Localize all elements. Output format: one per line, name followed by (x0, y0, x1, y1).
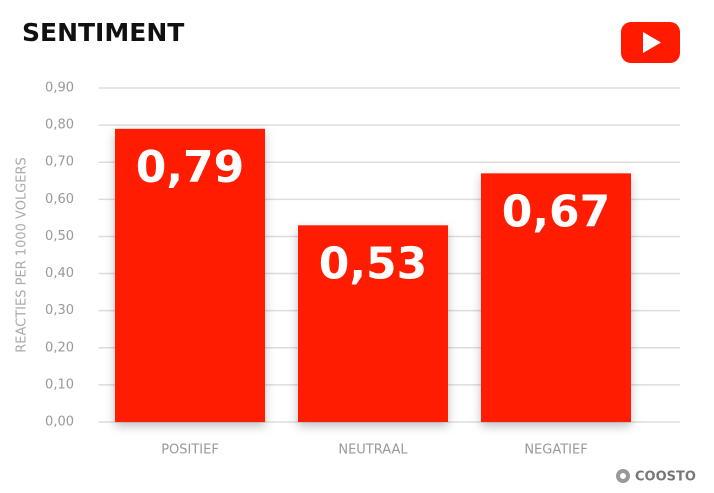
value-label: 0,53 (319, 238, 428, 289)
youtube-icon (621, 22, 680, 63)
y-tick-label: 0,60 (45, 192, 74, 207)
x-tick-label: NEUTRAAL (338, 443, 408, 458)
y-tick-label: 0,30 (45, 303, 74, 318)
y-tick-label: 0,50 (45, 229, 74, 244)
y-axis-label: REACTIES PER 1000 VOLGERS (15, 157, 30, 353)
y-tick-label: 0,20 (45, 340, 74, 355)
y-tick-label: 0,10 (45, 377, 74, 392)
x-tick-label: NEGATIEF (524, 443, 587, 458)
chart-title: SENTIMENT (22, 18, 184, 47)
y-tick-label: 0,40 (45, 266, 74, 281)
y-tick-label: 0,80 (45, 118, 74, 133)
brand-name: COOSTO (635, 470, 696, 485)
y-tick-label: 0,70 (45, 155, 74, 170)
bar (481, 173, 631, 422)
y-tick-label: 0,00 (45, 415, 74, 430)
x-tick-label: POSITIEF (161, 443, 219, 458)
bar (298, 225, 448, 422)
brand-logo: COOSTO (616, 469, 696, 485)
value-label: 0,67 (502, 186, 611, 237)
y-tick-label: 0,90 (45, 81, 74, 96)
value-label: 0,79 (136, 142, 245, 193)
bar (115, 128, 265, 423)
